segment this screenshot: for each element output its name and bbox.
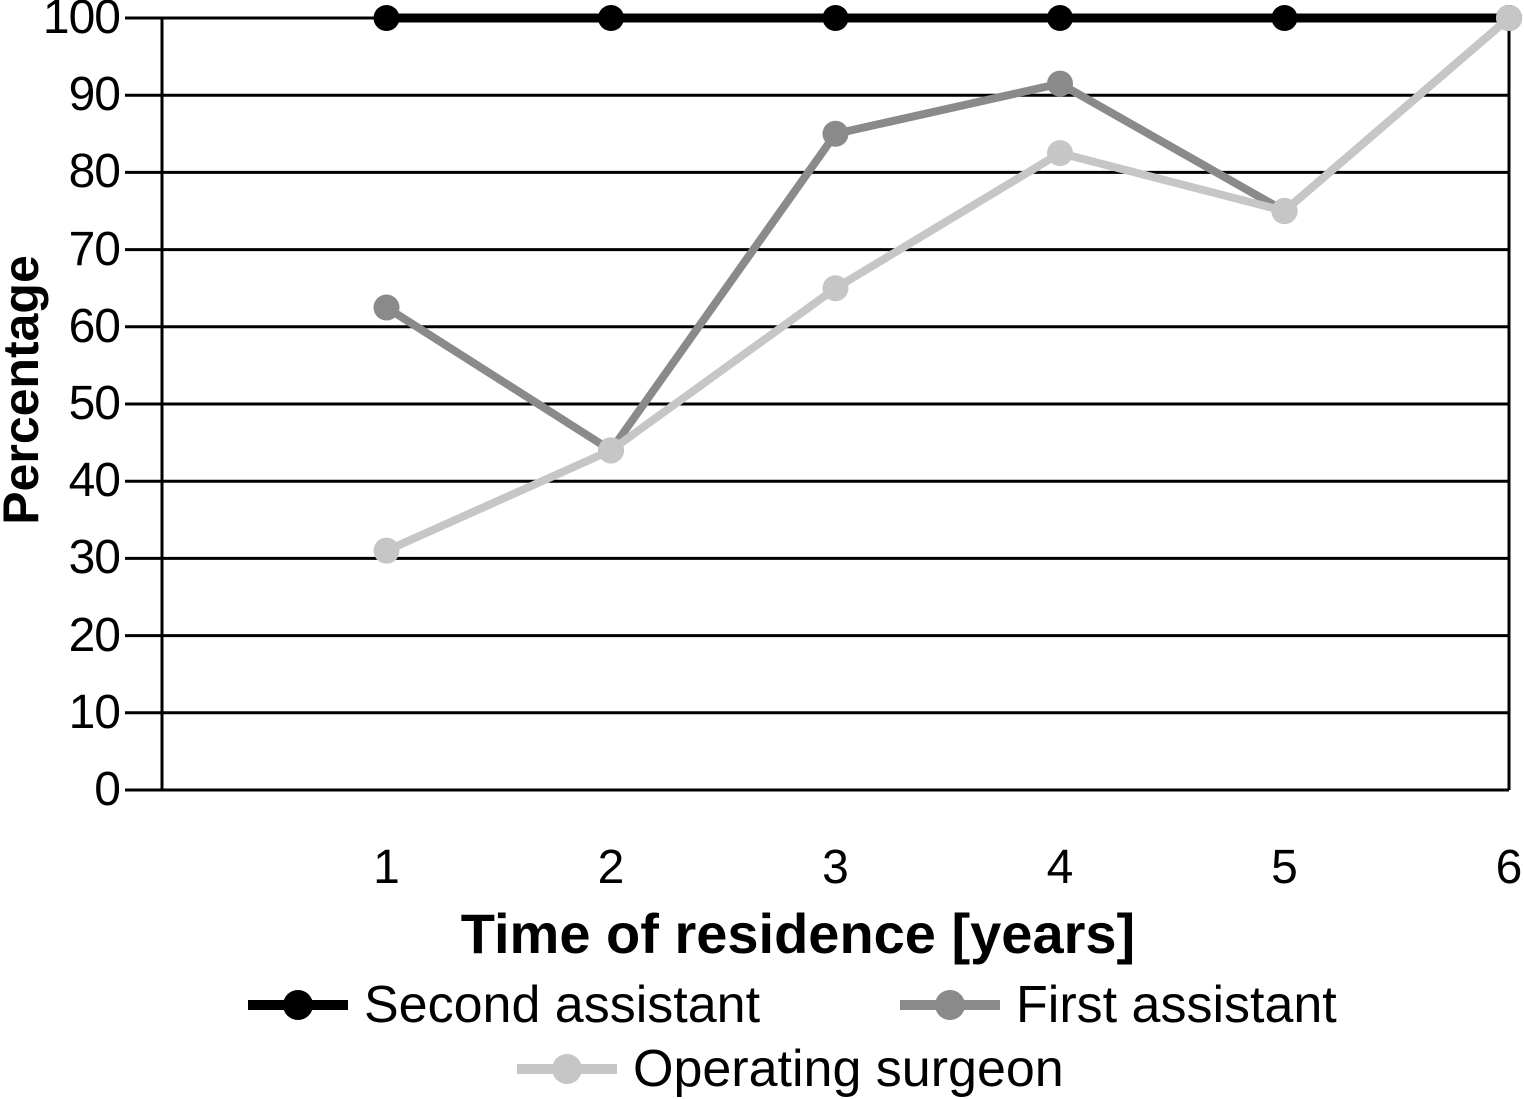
legend-label: First assistant (1016, 976, 1337, 1034)
data-point-operating-surgeon (1047, 140, 1073, 167)
data-point-first-assistant (373, 294, 400, 321)
data-point-operating-surgeon (822, 275, 849, 302)
y-tick-label: 20 (68, 608, 121, 662)
legend-item-operating-surgeon: Operating surgeon (517, 1041, 1064, 1097)
legend-item-second-assistant: Second assistant (248, 977, 760, 1033)
y-tick-label: 90 (68, 68, 121, 122)
x-tick-label: 2 (597, 841, 625, 894)
data-point-first-assistant (822, 120, 849, 147)
y-tick-label: 60 (68, 299, 121, 353)
y-tick-label: 10 (68, 685, 121, 739)
data-point-second-assistant (1271, 5, 1298, 31)
data-point-second-assistant (1047, 5, 1073, 31)
x-tick-label: 1 (373, 841, 400, 894)
y-tick-label: 40 (68, 454, 121, 508)
data-point-second-assistant (598, 5, 624, 31)
series-line-first-assistant (384, 14, 1512, 456)
data-point-operating-surgeon (598, 437, 624, 464)
x-tick-label: 4 (1046, 841, 1074, 894)
y-tick-label: 50 (68, 377, 121, 430)
data-point-operating-surgeon (1271, 198, 1298, 224)
y-tick-label: 30 (68, 531, 121, 585)
y-tick-label: 80 (68, 145, 121, 199)
legend-marker-operating-surgeon (517, 1053, 617, 1085)
x-axis-title: Time of residence [years] (460, 902, 1136, 965)
legend-dot-icon (935, 990, 965, 1020)
y-tick-label: 0 (94, 763, 121, 816)
legend-dot-icon (283, 990, 313, 1020)
data-point-operating-surgeon (1496, 5, 1522, 31)
y-tick-label: 100 (42, 0, 121, 44)
legend-dot-icon (552, 1054, 582, 1084)
data-point-second-assistant (373, 5, 400, 31)
legend-marker-second-assistant (248, 989, 348, 1021)
data-point-operating-surgeon (373, 537, 400, 564)
legend-item-first-assistant: First assistant (900, 977, 1337, 1033)
legend-label: Operating surgeon (633, 1040, 1064, 1098)
y-tick-label: 70 (68, 222, 121, 276)
data-point-second-assistant (822, 5, 849, 31)
legend-label: Second assistant (364, 976, 761, 1034)
data-point-first-assistant (1047, 70, 1073, 97)
x-tick-label: 6 (1495, 841, 1523, 894)
x-tick-label: 5 (1271, 841, 1298, 894)
series-line-operating-surgeon (384, 14, 1512, 555)
legend-marker-first-assistant (900, 989, 1000, 1021)
x-tick-label: 3 (822, 841, 849, 894)
